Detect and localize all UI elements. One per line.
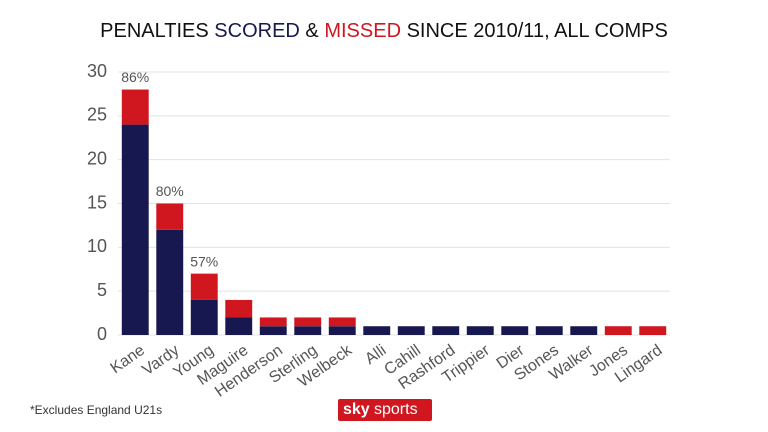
logo-sky: sky [343, 401, 370, 418]
bar-segment [225, 299, 253, 318]
bar-segment [259, 317, 287, 327]
y-tick-label: 20 [87, 148, 107, 168]
bar-segment [432, 326, 460, 335]
bar-segment [294, 326, 322, 335]
logo-sports: sports [374, 401, 418, 418]
y-tick-label: 25 [87, 105, 107, 125]
bar-segment [363, 326, 391, 335]
bar-segment [328, 317, 356, 327]
conversion-label: 80% [156, 183, 184, 199]
title-part: & [305, 20, 319, 42]
y-tick-label: 15 [87, 192, 107, 212]
bar-segment [121, 89, 149, 125]
title-missed: MISSED [324, 20, 401, 42]
bar-segment [466, 326, 494, 335]
y-tick-label: 0 [97, 324, 107, 344]
bar-segment [535, 326, 563, 335]
footnote: *Excludes England U21s [30, 403, 162, 417]
bar-segment [328, 326, 356, 335]
bar-segment [294, 317, 322, 327]
bar-segment [397, 326, 425, 335]
bar-segment [501, 326, 529, 335]
bar-segment [225, 317, 253, 335]
bar-segment [190, 299, 218, 335]
y-tick-label: 10 [87, 236, 107, 256]
bar-segment [639, 326, 667, 335]
chart-title: PENALTIES SCORED & MISSED SINCE 2010/11,… [100, 20, 668, 42]
conversion-label: 86% [121, 69, 149, 85]
title-scored: SCORED [214, 20, 300, 42]
bar-segment [259, 326, 287, 335]
bar-segment [156, 229, 184, 335]
logo-box [338, 399, 432, 421]
bar-segment [570, 326, 598, 335]
y-tick-label: 30 [87, 61, 107, 81]
title-part: PENALTIES [100, 20, 209, 42]
bar-segment [190, 273, 218, 300]
y-tick-label: 5 [97, 280, 107, 300]
bar-segment [156, 203, 184, 230]
bar-segment [604, 326, 632, 335]
conversion-label: 57% [190, 253, 218, 269]
title-part: SINCE 2010/11, ALL COMPS [407, 20, 668, 42]
bar-segment [121, 124, 149, 335]
